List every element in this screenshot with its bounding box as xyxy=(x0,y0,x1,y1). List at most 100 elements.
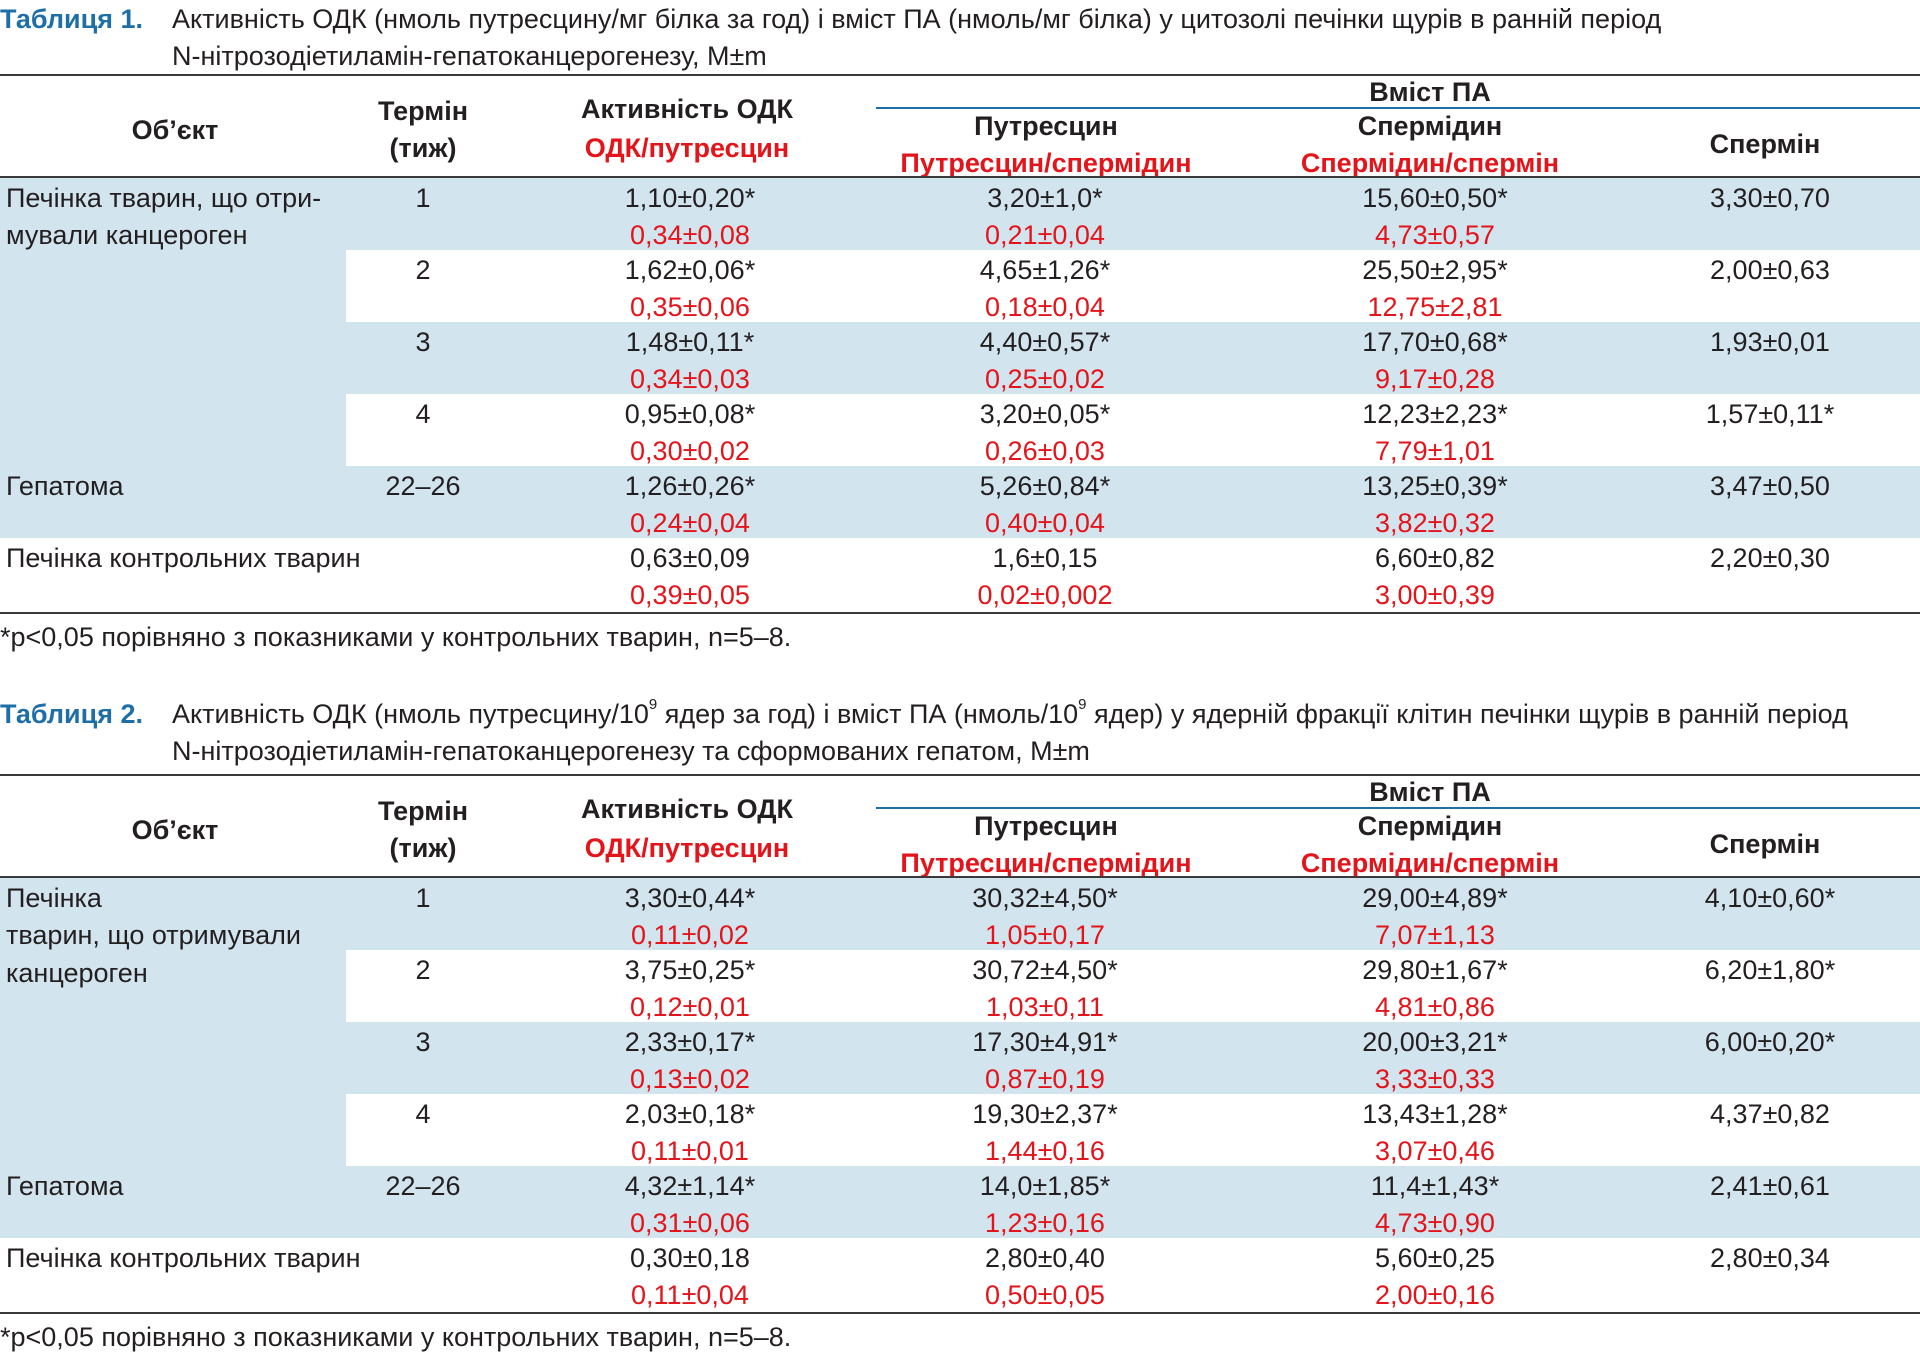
spermidine-cell: 13,43±1,28* xyxy=(1362,1099,1508,1129)
putrescine-ratio-cell: 0,40±0,04 xyxy=(985,508,1105,538)
spermine-cell: 1,57±0,11* xyxy=(1705,399,1835,429)
caption-part: ядер за год) і вміст ПА (нмоль/10 xyxy=(657,699,1079,729)
spermidine-ratio-cell: 2,00±0,16 xyxy=(1375,1280,1495,1310)
spermidine-ratio-cell: 12,75±2,81 xyxy=(1367,292,1503,322)
spermidine-cell: 12,23±2,23* xyxy=(1362,399,1508,429)
odc-cell: 1,48±0,11* xyxy=(625,327,755,357)
caption-part: Активність ОДК (нмоль путресцину/10 xyxy=(172,699,649,729)
odc-ratio-cell: 0,34±0,08 xyxy=(630,220,750,250)
odc-ratio-cell: 0,30±0,02 xyxy=(630,436,750,466)
spermidine-cell: 25,50±2,95* xyxy=(1362,255,1508,285)
spermidine-ratio-cell: 4,81±0,86 xyxy=(1375,992,1495,1022)
table-1-row-band xyxy=(0,178,1920,250)
spermine-cell: 4,37±0,82 xyxy=(1710,1099,1830,1129)
table-2-object-control: Печінка контрольних тварин xyxy=(6,1243,361,1273)
spermine-cell: 4,10±0,60* xyxy=(1704,883,1836,913)
table-2-object-treated-cont-2: канцероген xyxy=(6,958,148,988)
spermine-cell: 2,41±0,61 xyxy=(1710,1171,1830,1201)
table-2-label: Таблиця 2. xyxy=(0,699,143,729)
term-cell: 3 xyxy=(415,327,431,357)
caption-part: ядер) у ядерній фракції клітин печінки щ… xyxy=(1086,699,1848,729)
term-cell: 3 xyxy=(415,1027,431,1057)
odc-cell: 2,33±0,17* xyxy=(624,1027,756,1057)
putrescine-ratio-cell: 1,23±0,16 xyxy=(985,1208,1105,1238)
table-2-header-putrescine-ratio: Путресцин/спермідин xyxy=(900,848,1192,878)
table-2-header-putrescine: Путресцин xyxy=(974,811,1118,841)
putrescine-ratio-cell: 1,05±0,17 xyxy=(985,920,1105,950)
term-cell: 1 xyxy=(415,883,431,913)
caption-sup: 9 xyxy=(1078,696,1087,713)
spermine-cell: 6,00±0,20* xyxy=(1704,1027,1836,1057)
putrescine-cell: 1,6±0,15 xyxy=(992,543,1098,573)
table-1-header-object: Об’єкт xyxy=(131,115,219,145)
spermine-cell: 1,93±0,01 xyxy=(1710,327,1830,357)
table-1-pa-group-rule xyxy=(876,107,1920,109)
table-2-row-band xyxy=(0,878,1920,950)
term-cell: 4 xyxy=(415,399,431,429)
table-1-header-spermidine: Спермідин xyxy=(1357,111,1503,141)
table-2-caption-line-1: Активність ОДК (нмоль путресцину/10 9 яде… xyxy=(172,695,1848,734)
table-2-row-band xyxy=(0,1166,1920,1238)
putrescine-cell: 3,20±1,0* xyxy=(987,183,1103,213)
table-2-row-band xyxy=(346,1094,1920,1166)
odc-cell: 1,26±0,26* xyxy=(624,471,756,501)
table-2-header-rule xyxy=(0,876,1920,878)
spermidine-ratio-cell: 3,00±0,39 xyxy=(1375,580,1495,610)
table-2-pa-group-rule xyxy=(876,807,1920,809)
spermidine-cell: 11,4±1,43* xyxy=(1370,1171,1500,1201)
putrescine-ratio-cell: 0,25±0,02 xyxy=(985,364,1105,394)
table-1-caption-line-2: N-нітрозодіетиламін-гепатоканцерогенезу,… xyxy=(172,41,767,71)
term-cell: 2 xyxy=(415,255,431,285)
term-cell: 1 xyxy=(415,183,431,213)
putrescine-ratio-cell: 0,21±0,04 xyxy=(985,220,1105,250)
table-1-object-control: Печінка контрольних тварин xyxy=(6,543,361,573)
odc-cell: 3,30±0,44* xyxy=(624,883,756,913)
table-1-bottom-rule xyxy=(0,612,1920,614)
spermidine-ratio-cell: 7,79±1,01 xyxy=(1375,436,1495,466)
table-2-bottom-rule xyxy=(0,1312,1920,1314)
table-2-header-spermidine-ratio: Спермідин/спермін xyxy=(1300,848,1560,878)
table-1-object-treated: Печінка тварин, що отри- xyxy=(6,183,322,213)
odc-cell: 0,95±0,08* xyxy=(624,399,756,429)
spermidine-ratio-cell: 4,73±0,90 xyxy=(1375,1208,1495,1238)
table-1-label: Таблиця 1. xyxy=(0,4,143,34)
table-1-header-spermine: Спермін xyxy=(1709,129,1821,159)
spermine-cell: 3,47±0,50 xyxy=(1710,471,1830,501)
putrescine-ratio-cell: 1,44±0,16 xyxy=(985,1136,1105,1166)
table-1-row-band xyxy=(0,322,1920,394)
table-2-header-spermine: Спермін xyxy=(1709,829,1821,859)
table-2-object-treated-cont: тварин, що отримували xyxy=(6,920,302,950)
odc-ratio-cell: 0,11±0,01 xyxy=(631,1136,749,1166)
spermidine-ratio-cell: 9,17±0,28 xyxy=(1375,364,1495,394)
spermine-cell: 2,20±0,30 xyxy=(1710,543,1830,573)
spermine-cell: 2,80±0,34 xyxy=(1710,1243,1830,1273)
odc-cell: 0,30±0,18 xyxy=(630,1243,750,1273)
table-2-header-object: Об’єкт xyxy=(131,815,219,845)
putrescine-ratio-cell: 0,87±0,19 xyxy=(985,1064,1105,1094)
putrescine-ratio-cell: 1,03±0,11 xyxy=(986,992,1104,1022)
spermidine-cell: 5,60±0,25 xyxy=(1375,1243,1495,1273)
odc-ratio-cell: 0,11±0,04 xyxy=(631,1280,749,1310)
odc-cell: 1,10±0,20* xyxy=(624,183,756,213)
odc-ratio-cell: 0,31±0,06 xyxy=(630,1208,750,1238)
table-2-caption-line-2: N-нітрозодіетиламін-гепатоканцерогенезу … xyxy=(172,736,1090,766)
table-2-header-spermidine: Спермідин xyxy=(1357,811,1503,841)
table-2-footnote: *p<0,05 порівняно з показниками у контро… xyxy=(0,1322,792,1352)
putrescine-cell: 30,72±4,50* xyxy=(972,955,1118,985)
table-2-header-pa-group: Вміст ПА xyxy=(1369,777,1491,807)
table-1-top-rule xyxy=(0,74,1920,76)
putrescine-cell: 14,0±1,85* xyxy=(979,1171,1111,1201)
putrescine-cell: 17,30±4,91* xyxy=(972,1027,1118,1057)
spermidine-ratio-cell: 3,82±0,32 xyxy=(1375,508,1495,538)
table-1-row-band xyxy=(346,394,1920,466)
term-cell: 22–26 xyxy=(385,1171,461,1201)
table-1-row-band xyxy=(346,250,1920,322)
table-2-header-term-2: (тиж) xyxy=(389,833,457,863)
table-1-header-term-2: (тиж) xyxy=(389,133,457,163)
odc-cell: 2,03±0,18* xyxy=(624,1099,756,1129)
putrescine-cell: 5,26±0,84* xyxy=(979,471,1111,501)
spermidine-cell: 29,80±1,67* xyxy=(1362,955,1508,985)
table-2-row-band xyxy=(346,950,1920,1022)
table-1-header-odc: Активність ОДК xyxy=(581,94,793,124)
odc-ratio-cell: 0,39±0,05 xyxy=(630,580,750,610)
